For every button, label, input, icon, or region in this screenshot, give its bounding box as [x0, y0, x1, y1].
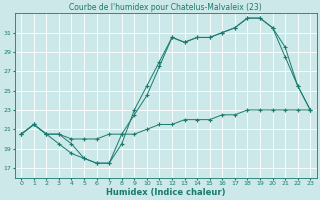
X-axis label: Humidex (Indice chaleur): Humidex (Indice chaleur) — [106, 188, 226, 197]
Title: Courbe de l'humidex pour Chatelus-Malvaleix (23): Courbe de l'humidex pour Chatelus-Malval… — [69, 3, 262, 12]
